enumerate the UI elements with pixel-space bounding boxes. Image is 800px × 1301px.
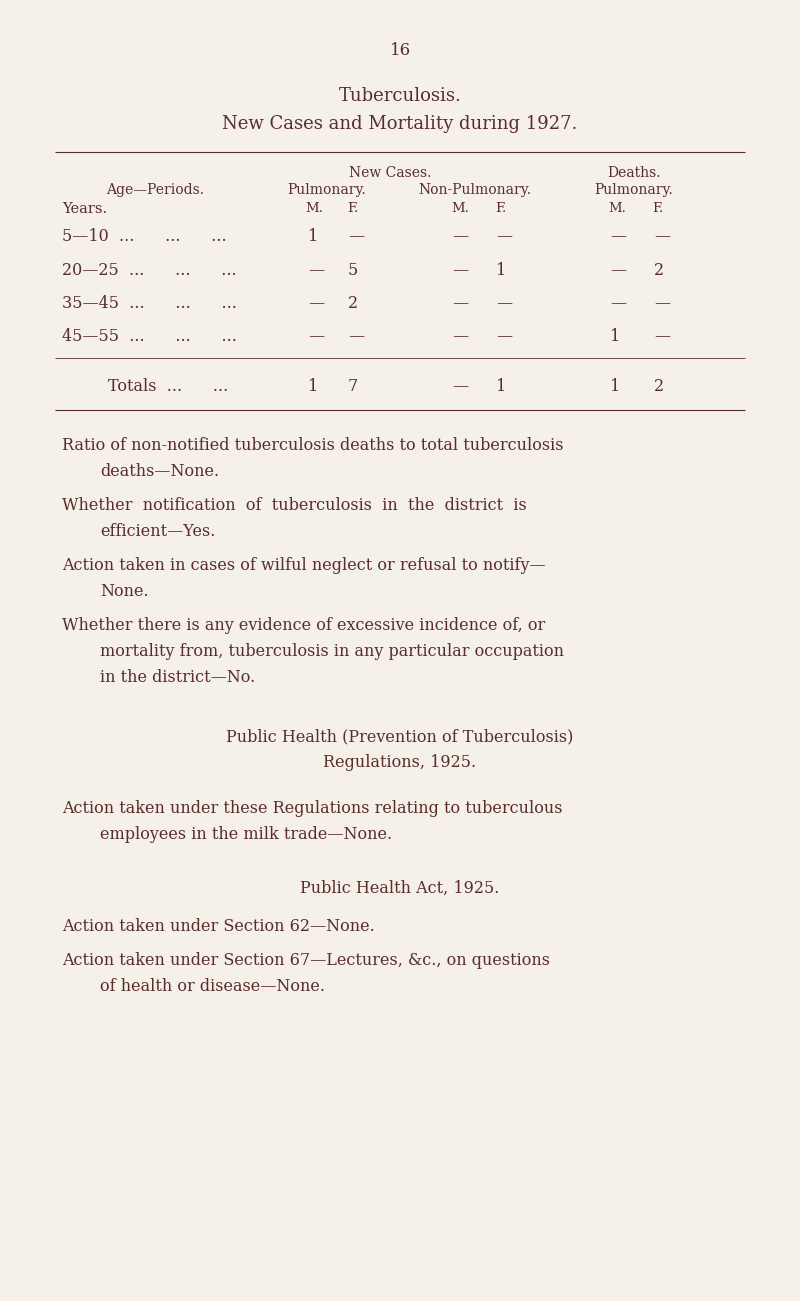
Text: Years.: Years.: [62, 202, 107, 216]
Text: 5: 5: [348, 262, 358, 278]
Text: —: —: [496, 295, 512, 312]
Text: 2: 2: [654, 379, 664, 396]
Text: 45—55  ...      ...      ...: 45—55 ... ... ...: [62, 328, 237, 345]
Text: 20—25  ...      ...      ...: 20—25 ... ... ...: [62, 262, 237, 278]
Text: —: —: [452, 262, 468, 278]
Text: Totals  ...      ...: Totals ... ...: [108, 379, 228, 396]
Text: —: —: [452, 379, 468, 396]
Text: 16: 16: [390, 42, 410, 59]
Text: Non-Pulmonary.: Non-Pulmonary.: [418, 183, 531, 196]
Text: 7: 7: [348, 379, 358, 396]
Text: —: —: [654, 228, 670, 245]
Text: Pulmonary.: Pulmonary.: [288, 183, 366, 196]
Text: —: —: [308, 295, 324, 312]
Text: M.: M.: [451, 202, 469, 215]
Text: 35—45  ...      ...      ...: 35—45 ... ... ...: [62, 295, 237, 312]
Text: Public Health Act, 1925.: Public Health Act, 1925.: [300, 879, 500, 896]
Text: Pulmonary.: Pulmonary.: [594, 183, 674, 196]
Text: F.: F.: [495, 202, 506, 215]
Text: Tuberculosis.: Tuberculosis.: [338, 87, 462, 105]
Text: Action taken under Section 67—Lectures, &c., on questions: Action taken under Section 67—Lectures, …: [62, 952, 550, 969]
Text: M.: M.: [608, 202, 626, 215]
Text: in the district—No.: in the district—No.: [100, 669, 255, 686]
Text: deaths—None.: deaths—None.: [100, 463, 219, 480]
Text: —: —: [496, 328, 512, 345]
Text: —: —: [308, 262, 324, 278]
Text: Ratio of non-notified tuberculosis deaths to total tuberculosis: Ratio of non-notified tuberculosis death…: [62, 437, 563, 454]
Text: —: —: [452, 295, 468, 312]
Text: —: —: [452, 328, 468, 345]
Text: F.: F.: [652, 202, 663, 215]
Text: —: —: [348, 228, 364, 245]
Text: —: —: [610, 295, 626, 312]
Text: —: —: [610, 228, 626, 245]
Text: 5—10  ...      ...      ...: 5—10 ... ... ...: [62, 228, 226, 245]
Text: M.: M.: [305, 202, 323, 215]
Text: Public Health (Prevention of Tuberculosis): Public Health (Prevention of Tuberculosi…: [226, 729, 574, 745]
Text: Deaths.: Deaths.: [607, 167, 661, 180]
Text: 1: 1: [610, 379, 620, 396]
Text: Whether  notification  of  tuberculosis  in  the  district  is: Whether notification of tuberculosis in …: [62, 497, 526, 514]
Text: —: —: [654, 328, 670, 345]
Text: —: —: [452, 228, 468, 245]
Text: —: —: [308, 328, 324, 345]
Text: —: —: [654, 295, 670, 312]
Text: employees in the milk trade—None.: employees in the milk trade—None.: [100, 826, 392, 843]
Text: 1: 1: [610, 328, 620, 345]
Text: Age—Periods.: Age—Periods.: [106, 183, 204, 196]
Text: 1: 1: [496, 379, 506, 396]
Text: Action taken under these Regulations relating to tuberculous: Action taken under these Regulations rel…: [62, 800, 562, 817]
Text: F.: F.: [347, 202, 358, 215]
Text: None.: None.: [100, 583, 149, 600]
Text: 1: 1: [308, 228, 318, 245]
Text: —: —: [496, 228, 512, 245]
Text: Action taken under Section 62—None.: Action taken under Section 62—None.: [62, 919, 374, 935]
Text: New Cases.: New Cases.: [349, 167, 431, 180]
Text: New Cases and Mortality during 1927.: New Cases and Mortality during 1927.: [222, 114, 578, 133]
Text: Regulations, 1925.: Regulations, 1925.: [323, 755, 477, 771]
Text: of health or disease—None.: of health or disease—None.: [100, 978, 325, 995]
Text: 2: 2: [348, 295, 358, 312]
Text: Whether there is any evidence of excessive incidence of, or: Whether there is any evidence of excessi…: [62, 617, 546, 634]
Text: efficient—Yes.: efficient—Yes.: [100, 523, 215, 540]
Text: mortality from, tuberculosis in any particular occupation: mortality from, tuberculosis in any part…: [100, 643, 564, 660]
Text: —: —: [610, 262, 626, 278]
Text: 2: 2: [654, 262, 664, 278]
Text: 1: 1: [308, 379, 318, 396]
Text: 1: 1: [496, 262, 506, 278]
Text: —: —: [348, 328, 364, 345]
Text: Action taken in cases of wilful neglect or refusal to notify—: Action taken in cases of wilful neglect …: [62, 557, 546, 574]
